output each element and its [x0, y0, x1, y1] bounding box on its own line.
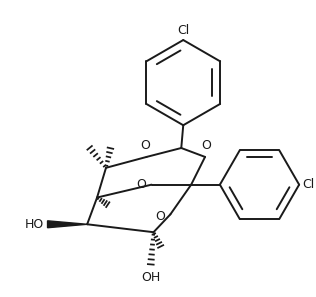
Polygon shape: [47, 221, 87, 228]
Text: O: O: [201, 139, 211, 152]
Text: Cl: Cl: [177, 24, 189, 37]
Text: Cl: Cl: [302, 178, 314, 191]
Text: O: O: [137, 178, 147, 191]
Text: O: O: [141, 139, 150, 152]
Text: OH: OH: [141, 271, 160, 284]
Text: HO: HO: [24, 218, 44, 231]
Text: O: O: [155, 210, 165, 223]
